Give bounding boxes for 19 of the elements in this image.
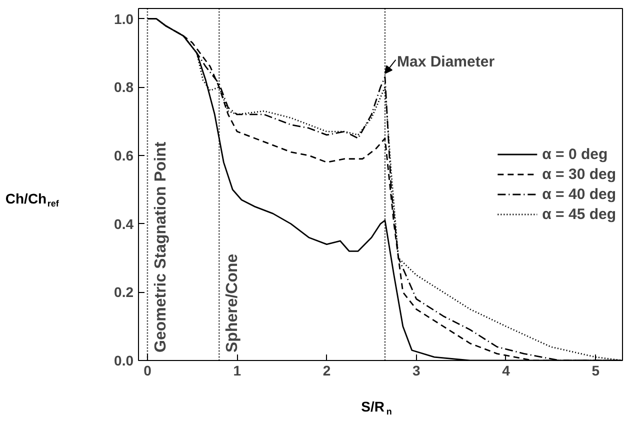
legend-label: α = 0 deg xyxy=(542,145,608,163)
annotation: Max Diameter xyxy=(396,53,495,70)
x-tick-label: 1 xyxy=(233,362,242,378)
legend-label: α = 40 deg xyxy=(542,185,616,203)
x-tick-label: 5 xyxy=(592,362,600,378)
legend-label: α = 45 deg xyxy=(542,205,616,223)
x-tick-label: 2 xyxy=(322,362,331,378)
x-tick-label: 0 xyxy=(144,362,152,378)
y-tick-label: 0.4 xyxy=(114,216,134,232)
ref-line-label: Sphere/Cone xyxy=(224,254,242,352)
y-tick-label: 1.0 xyxy=(114,10,134,27)
x-tick-label: 3 xyxy=(412,362,420,378)
y-tick-label: 0.6 xyxy=(114,147,134,164)
legend-label: α = 30 deg xyxy=(542,165,616,183)
y-tick-label: 0.8 xyxy=(114,79,134,96)
y-tick-label: 0.0 xyxy=(114,352,134,368)
x-tick-label: 4 xyxy=(502,362,510,378)
ref-line-label: Geometric Stagnation Point xyxy=(152,141,170,352)
y-tick-label: 0.2 xyxy=(114,284,134,300)
